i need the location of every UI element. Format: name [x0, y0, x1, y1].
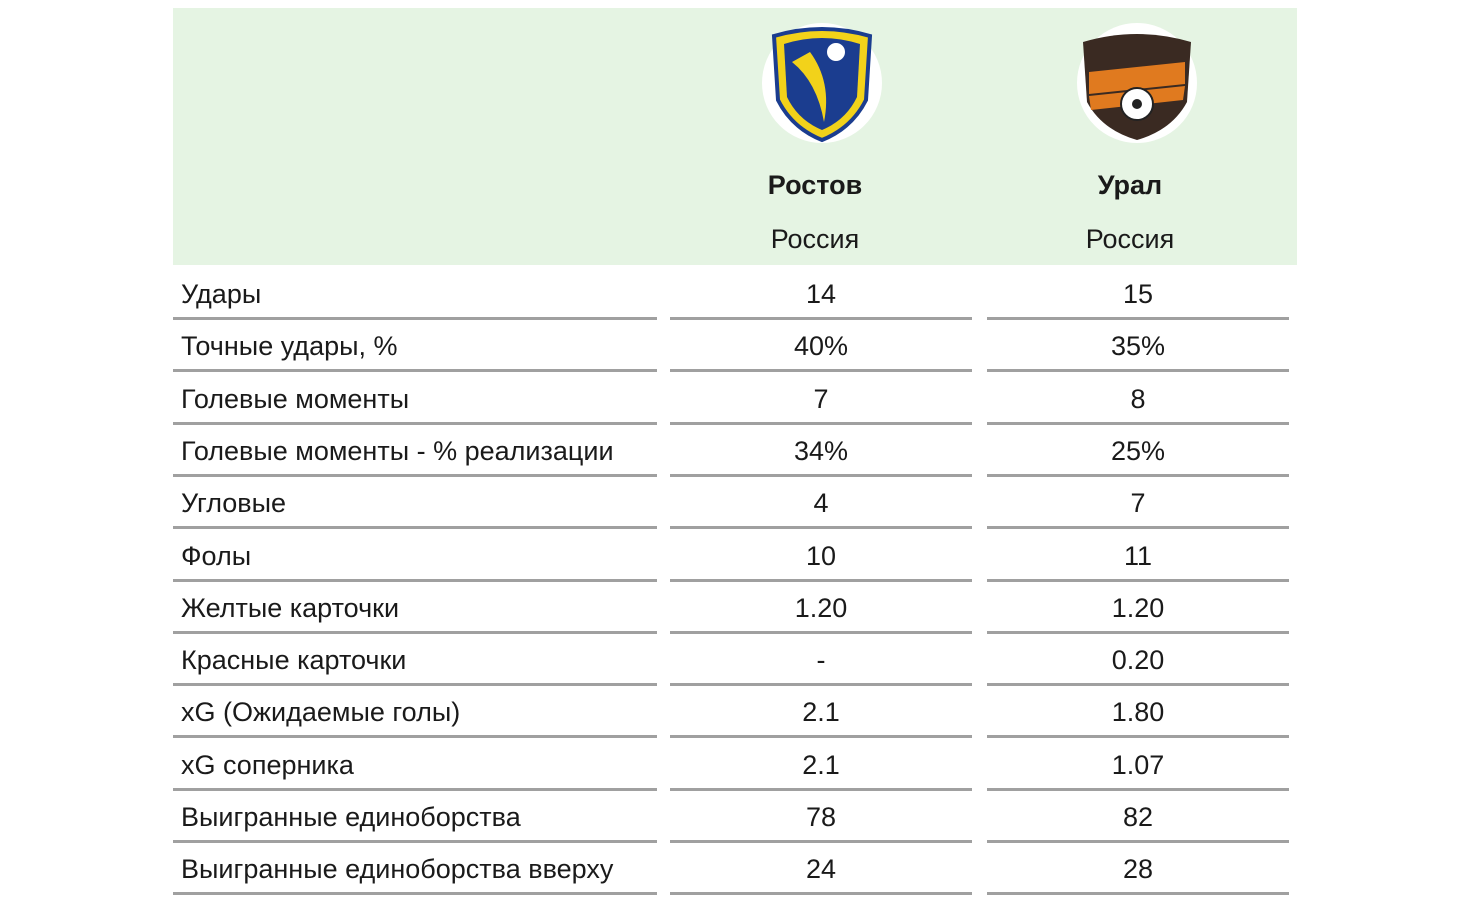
- row-label: xG соперника: [173, 739, 657, 791]
- team-country: Россия: [1085, 224, 1175, 254]
- row-label: Угловые: [173, 477, 657, 530]
- team-country: Россия: [770, 224, 860, 254]
- ural-value: 11: [987, 530, 1289, 582]
- rostov-value: 40%: [670, 320, 972, 373]
- ural-value: 7: [987, 477, 1289, 530]
- ural-value: 28: [987, 843, 1289, 896]
- rostov-value: 24: [670, 843, 972, 896]
- row-label: Голевые моменты: [173, 373, 657, 425]
- rostov-value: 2.1: [670, 739, 972, 791]
- ural-value: 1.80: [987, 686, 1289, 739]
- ural-value: 82: [987, 791, 1289, 843]
- rostov-value: 2.1: [670, 686, 972, 739]
- row-label: xG (Ожидаемые голы): [173, 686, 657, 739]
- rostov-value: 1.20: [670, 582, 972, 634]
- ural-value: 15: [987, 268, 1289, 320]
- row-label: Голевые моменты - % реализации: [173, 425, 657, 477]
- row-label: Фолы: [173, 530, 657, 582]
- row-label: Выигранные единоборства вверху: [173, 843, 657, 896]
- rostov-logo: [762, 23, 882, 143]
- ural-logo: [1077, 23, 1197, 143]
- ural-value: 25%: [987, 425, 1289, 477]
- ural-value: 1.20: [987, 582, 1289, 634]
- rostov-value: 34%: [670, 425, 972, 477]
- row-label: Желтые карточки: [173, 582, 657, 634]
- team-name: Урал: [1097, 170, 1163, 200]
- rostov-value: 78: [670, 791, 972, 843]
- row-label: Точные удары, %: [173, 320, 657, 373]
- row-label: Выигранные единоборства: [173, 791, 657, 843]
- ural-value: 0.20: [987, 634, 1289, 687]
- row-label: Красные карточки: [173, 634, 657, 687]
- rostov-value: 14: [670, 268, 972, 320]
- ural-value: 1.07: [987, 739, 1289, 791]
- rostov-value: 10: [670, 530, 972, 582]
- rostov-value: 4: [670, 477, 972, 530]
- rostov-value: 7: [670, 373, 972, 425]
- ural-value: 35%: [987, 320, 1289, 373]
- rostov-value: -: [670, 634, 972, 687]
- team-name: Ростов: [767, 170, 863, 200]
- ural-value: 8: [987, 373, 1289, 425]
- row-label: Удары: [173, 268, 657, 320]
